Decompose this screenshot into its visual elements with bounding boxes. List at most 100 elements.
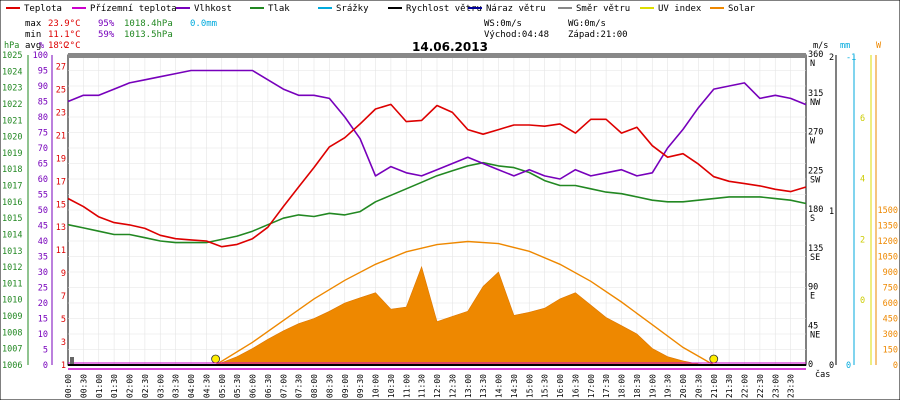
x-tick-label: 15:30 [541,374,550,398]
axis-hpa-tick: 1021 [2,116,22,126]
axis-percent-tick: 25 [38,284,48,294]
axis-percent-label: % [39,41,44,51]
axis-percent-tick: 35 [38,253,48,263]
legend-label-5: Rychlost větru [406,4,482,14]
x-tick-label: 07:30 [295,374,304,398]
axis-percent-tick: 45 [38,222,48,232]
stats-block: max 23.9°C 95% 1018.4hPa 0.0mm min 11.1°… [25,19,628,51]
axis-celsius-tick: 7 [61,292,66,302]
axis-celsius-tick: 17 [56,177,66,187]
axis-hpa-tick: 1014 [2,230,22,240]
x-tick-label: 00:00 [64,374,73,398]
x-tick-label: 09:30 [356,374,365,398]
axis-celsius-tick: 11 [56,246,66,256]
axis-percent-tick: 15 [38,315,48,325]
axis-percent-tick: 70 [38,144,48,154]
x-tick-label: 20:30 [694,374,703,398]
axis-hpa-label: hPa [4,41,19,51]
axis-winddir-name: SW [810,175,821,185]
axis-solar-tick: 150 [883,346,898,356]
axis-hpa-tick: 1012 [2,263,22,273]
axis-wind-label: m/s [813,41,828,51]
legend-swatch-8 [640,7,654,9]
axis-windspeed-tick: 0 [829,361,834,371]
axis-winddir-name: W [810,137,816,147]
legend-swatch-5 [388,7,402,9]
x-tick-label: 08:00 [310,374,319,398]
axis-hpa-tick: 1007 [2,345,22,355]
stat-ws: WS:0m/s [484,19,522,29]
axis-winddir-tick: 45 [808,321,818,331]
legend-label-7: Směr větru [576,4,630,14]
axis-winddir-tick: 90 [808,283,818,293]
axis-winddir-tick: 225 [808,166,823,176]
stat-max-hum: 95% [98,19,115,29]
x-tick-label: 02:30 [141,374,150,398]
stat-min-press: 1013.5hPa [124,30,173,40]
x-tick-label: 03:30 [172,374,181,398]
axis-percent-tick: 95 [38,67,48,77]
x-tick-label: 15:00 [525,374,534,398]
axis-hpa-tick: 1015 [2,214,22,224]
sunrise-marker [211,354,221,364]
x-tick-label: 04:00 [187,374,196,398]
axis-hpa-tick: 1016 [2,198,22,208]
axis-winddir-name: S [810,214,815,224]
axis-winddir-tick: 360 [808,50,823,60]
stat-max-rain: 0.0mm [190,19,217,29]
x-tick-label: 11:30 [418,374,427,398]
legend-label-9: Solar [728,4,756,14]
axis-winddir-tick: 270 [808,128,823,138]
x-tick-label: 14:00 [495,374,504,398]
x-tick-label: 01:00 [95,374,104,398]
axis-percent-tick: 0 [43,361,48,371]
axis-percent-tick: 55 [38,191,48,201]
legend-label-1: Přízemní teplota [90,4,177,14]
axis-celsius-tick: 25 [56,85,66,95]
legend-label-6: Náraz větru [486,4,546,14]
legend-label-8: UV index [658,4,702,14]
series-teplota [67,103,807,248]
x-tick-label: 08:30 [325,374,334,398]
axis-hpa-tick: 1023 [2,84,22,94]
x-tick-label: 02:00 [126,374,135,398]
stat-max-temp: 23.9°C [48,19,81,29]
axis-hpa-tick: 1006 [2,361,22,371]
x-tick-label: 09:00 [341,374,350,398]
axis-hpa-tick: 1025 [2,51,22,61]
legend-swatch-1 [72,7,86,9]
axis-percent-tick: 10 [38,330,48,340]
axis-solar-tick: 600 [883,299,898,309]
axis-solar-tick: 300 [883,330,898,340]
axis-hpa-tick: 1017 [2,182,22,192]
legend-label-0: Teplota [24,4,62,14]
axis-percent-tick: 100 [33,51,48,61]
axis-celsius-tick: 15 [56,200,66,210]
axis-percent-tick: 80 [38,113,48,123]
axis-winddir-name: N [810,59,815,69]
x-tick-label: 10:30 [387,374,396,398]
stat-avg-temp: 18.2°C [48,41,81,51]
series-solar [215,265,714,366]
x-tick-label: 06:00 [249,374,258,398]
x-tick-label: 14:30 [510,374,519,398]
x-tick-label: 01:30 [110,374,119,398]
axis-windspeed-tick: 2 [829,53,834,63]
axis-windspeed-tick: 1 [829,207,834,217]
series-vlhkost [67,69,807,180]
axis-winddir-tick: 315 [808,89,823,99]
axis-solar-label: W [876,41,882,51]
x-tick-label: 11:00 [402,374,411,398]
axis-celsius-tick: 1 [61,361,66,371]
axis-hpa-tick: 1020 [2,133,22,143]
date-bar [68,53,806,58]
x-tick-label: 06:30 [264,374,273,398]
axis-celsius-tick: 27 [56,62,66,72]
axis-celsius-tick: 5 [61,315,66,325]
axis-hpa-tick: 1009 [2,312,22,322]
axis-hpa-tick: 1011 [2,279,22,289]
sunset-marker [709,354,719,364]
stat-sunrise: Východ:04:48 [484,30,549,40]
x-tick-label: 21:30 [725,374,734,398]
